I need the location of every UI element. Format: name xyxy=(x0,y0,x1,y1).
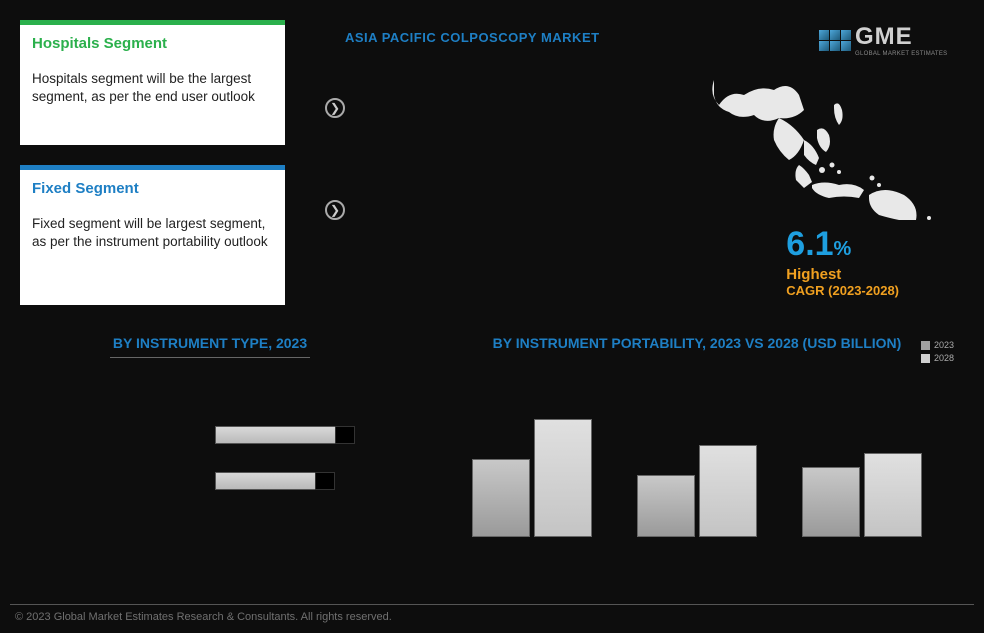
segment-card-hospitals: Hospitals Segment Hospitals segment will… xyxy=(20,20,285,145)
vbar-2023 xyxy=(472,459,530,537)
copyright-text: © 2023 Global Market Estimates Research … xyxy=(15,611,392,623)
segment-title: Hospitals Segment xyxy=(32,35,273,52)
vbar-group xyxy=(467,419,597,537)
chart-title: BY INSTRUMENT TYPE, 2023 xyxy=(20,335,400,351)
segment-card-fixed: Fixed Segment Fixed segment will be larg… xyxy=(20,165,285,305)
hbar xyxy=(215,426,355,444)
chart-title: BY INSTRUMENT PORTABILITY, 2023 VS 2028 … xyxy=(430,335,964,351)
cagr-block: 6.1% Highest CAGR (2023-2028) xyxy=(786,225,899,298)
vbar-2028 xyxy=(864,453,922,537)
cagr-unit: % xyxy=(834,238,852,260)
vbar-group xyxy=(797,453,927,537)
cagr-highest-label: Highest xyxy=(786,266,899,283)
cagr-value: 6.1 xyxy=(786,225,833,263)
asia-pacific-map-icon xyxy=(704,70,934,220)
instrument-type-chart: BY INSTRUMENT TYPE, 2023 xyxy=(20,335,400,585)
hbar-area xyxy=(20,378,400,538)
infographic-page: ASIA PACIFIC COLPOSCOPY MARKET GME GLOBA… xyxy=(0,0,984,633)
segment-desc: Fixed segment will be largest segment, a… xyxy=(32,215,273,251)
vbar-2028 xyxy=(534,419,592,537)
segment-title: Fixed Segment xyxy=(32,180,273,197)
chevron-right-icon: ❯ xyxy=(325,98,345,118)
segment-desc: Hospitals segment will be the largest se… xyxy=(32,70,273,106)
hbar-row xyxy=(30,426,390,444)
vbar-2028 xyxy=(699,445,757,537)
vbar-2023 xyxy=(637,475,695,537)
vbar-2023 xyxy=(802,467,860,537)
divider xyxy=(10,604,974,605)
legend-label: 2023 xyxy=(934,340,954,350)
charts-row: BY INSTRUMENT TYPE, 2023 BY INSTRUMENT P… xyxy=(20,335,964,585)
underline xyxy=(110,357,310,358)
brand-logo: GME GLOBAL MARKET ESTIMATES xyxy=(819,15,959,65)
cagr-range-label: CAGR (2023-2028) xyxy=(786,283,899,298)
chevron-right-icon: ❯ xyxy=(325,200,345,220)
legend-item: 2023 xyxy=(921,340,954,350)
vbar-group xyxy=(632,445,762,537)
hbar xyxy=(215,472,335,490)
logo-subtext: GLOBAL MARKET ESTIMATES xyxy=(855,51,947,57)
hbar-row xyxy=(30,472,390,490)
instrument-portability-chart: BY INSTRUMENT PORTABILITY, 2023 VS 2028 … xyxy=(430,335,964,585)
vbar-area xyxy=(430,357,964,537)
logo-cubes-icon xyxy=(819,30,851,51)
logo-text: GME xyxy=(855,23,947,51)
page-title: ASIA PACIFIC COLPOSCOPY MARKET xyxy=(345,30,600,45)
